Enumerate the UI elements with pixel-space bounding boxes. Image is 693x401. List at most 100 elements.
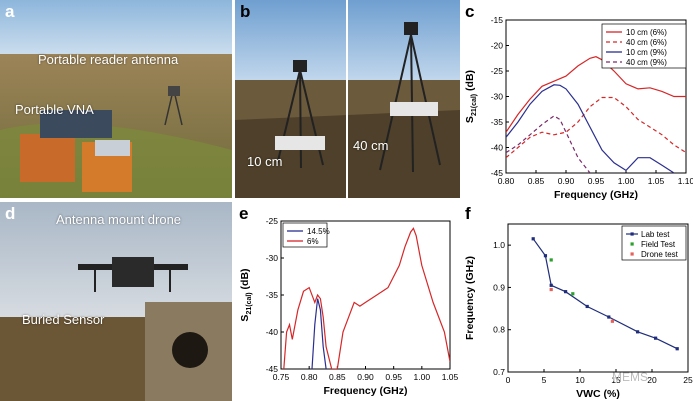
legend-label: 40 cm (9%) xyxy=(626,58,667,67)
y-tick-label: 0.7 xyxy=(493,367,505,377)
data-point xyxy=(675,347,679,351)
watermark: MEMS xyxy=(612,370,648,384)
y-axis-label: S21(cal) (dB) xyxy=(239,268,253,321)
x-tick-label: 1.00 xyxy=(414,372,431,382)
data-point xyxy=(564,290,568,294)
panel-a-label: a xyxy=(5,2,15,21)
panel-e-chart: e 0.75 0.80 0.85 0.90 0.95 1.00 1.05 -25 -30 -35 -… xyxy=(235,202,460,401)
series-group xyxy=(531,237,679,351)
legend-label: 14.5% xyxy=(307,227,330,236)
y-axis-label: Frequency (GHz) xyxy=(464,256,476,340)
y-tick-label: -20 xyxy=(491,41,504,51)
x-tick-label: 0.80 xyxy=(301,372,318,382)
x-tick-label: 1.05 xyxy=(442,372,459,382)
y-tick-label: -25 xyxy=(266,216,279,226)
y-tick-label: 1.0 xyxy=(493,240,505,250)
legend-box xyxy=(601,23,687,69)
y-tick-label: 0.9 xyxy=(493,282,505,292)
y-tick-label: -45 xyxy=(491,168,504,178)
x-axis-label: VWC (%) xyxy=(576,388,620,400)
series-line xyxy=(506,96,686,159)
data-point xyxy=(531,237,535,241)
y-tick-label: -15 xyxy=(491,15,504,25)
y-tick-label: -35 xyxy=(491,117,504,127)
panel-c-chart: c 0.80 0.85 0.90 0.95 1.00 1.05 1.10 -15 -20 -25 -… xyxy=(462,0,693,200)
antenna-mount-drone-caption: Antenna mount drone xyxy=(56,212,182,227)
legend-swatch-marker xyxy=(630,242,634,246)
legend-label: Lab test xyxy=(641,230,670,239)
x-axis-label: Frequency (GHz) xyxy=(323,385,407,397)
series-line xyxy=(506,115,591,173)
tripod-photo-illustration xyxy=(235,0,460,198)
series-group xyxy=(506,56,686,173)
forty-cm-caption: 40 cm xyxy=(353,138,389,153)
legend-label: Field Test xyxy=(641,240,676,249)
panel-e-label: e xyxy=(239,204,249,223)
x-tick-label: 20 xyxy=(647,375,657,385)
data-point xyxy=(549,283,553,287)
legend-label: Drone test xyxy=(641,250,679,259)
x-tick-label: 0 xyxy=(506,375,511,385)
data-point xyxy=(607,315,611,319)
y-tick-label: -35 xyxy=(266,290,279,300)
panel-a-photo: a Portable reader antenna Portable VNA xyxy=(0,0,232,198)
x-tick-label: 0.85 xyxy=(329,372,346,382)
y-tick-label: -30 xyxy=(491,92,504,102)
y-tick-label: -40 xyxy=(266,327,279,337)
portable-vna-caption: Portable VNA xyxy=(15,102,94,117)
portable-reader-antenna-caption: Portable reader antenna xyxy=(38,52,179,67)
y-tick-label: -45 xyxy=(266,364,279,374)
x-tick-label: 0.75 xyxy=(273,372,290,382)
legend-box xyxy=(282,222,328,248)
data-point xyxy=(549,287,553,292)
data-point xyxy=(585,304,589,309)
data-point xyxy=(654,336,658,340)
y-tick-label: -30 xyxy=(266,253,279,263)
legend-label: 40 cm (6%) xyxy=(626,38,667,47)
panel-d-photo: d Antenna mount drone Buried Sensor xyxy=(0,202,232,401)
x-tick-label: 0.90 xyxy=(357,372,374,382)
series-line xyxy=(506,84,675,173)
y-tick-label: -40 xyxy=(491,143,504,153)
data-point xyxy=(610,319,614,323)
x-tick-label: 1.05 xyxy=(648,176,665,186)
x-axis-label: Frequency (GHz) xyxy=(554,189,638,200)
field-photo-illustration xyxy=(0,0,232,198)
x-tick-label: 5 xyxy=(542,375,547,385)
data-point xyxy=(636,330,640,334)
series-line xyxy=(311,298,327,369)
y-axis-label: S21(cal) (dB) xyxy=(464,70,478,123)
panel-f-chart: f 0 5 10 15 20 25 0.7 0.8 0.9 1.0 VWC (%) Frequency… xyxy=(462,202,693,401)
chart-e-svg: 0.75 0.80 0.85 0.90 0.95 1.00 1.05 -25 -30 -35 -40… xyxy=(239,216,459,397)
x-tick-label: 1.00 xyxy=(618,176,635,186)
ten-cm-caption: 10 cm xyxy=(247,154,283,169)
x-tick-label: 1.10 xyxy=(678,176,693,186)
legend-swatch-marker xyxy=(630,232,634,236)
plot-frame xyxy=(507,223,689,373)
buried-sensor-caption: Buried Sensor xyxy=(22,312,105,327)
x-tick-label: 15 xyxy=(611,375,621,385)
y-tick-label: 0.8 xyxy=(493,325,505,335)
panel-c-label: c xyxy=(465,2,475,21)
series-line xyxy=(506,56,686,133)
data-point xyxy=(571,292,575,296)
x-tick-label: 0.95 xyxy=(588,176,605,186)
panel-b-label: b xyxy=(240,2,251,21)
panel-d-label: d xyxy=(5,204,16,223)
panel-b-photo: b 10 cm 40 cm xyxy=(235,0,460,198)
x-tick-label: 10 xyxy=(575,375,585,385)
chart-c-svg: 0.80 0.85 0.90 0.95 1.00 1.05 1.10 -15 -20 -25 -30… xyxy=(464,15,693,200)
x-tick-label: 25 xyxy=(683,375,693,385)
chart-f-svg: 0 5 10 15 20 25 0.7 0.8 0.9 1.0 VWC (%) Frequency (… xyxy=(464,223,693,400)
x-tick-label: 0.85 xyxy=(528,176,545,186)
legend-label: 6% xyxy=(307,237,319,246)
x-tick-label: 0.90 xyxy=(558,176,575,186)
x-tick-label: 0.80 xyxy=(498,176,515,186)
legend-label: 10 cm (6%) xyxy=(626,28,667,37)
legend-label: 10 cm (9%) xyxy=(626,48,667,57)
x-tick-label: 0.95 xyxy=(385,372,402,382)
series-line xyxy=(283,227,450,369)
data-point xyxy=(543,254,548,258)
data-point xyxy=(549,258,553,262)
legend-swatch-marker xyxy=(630,252,634,256)
